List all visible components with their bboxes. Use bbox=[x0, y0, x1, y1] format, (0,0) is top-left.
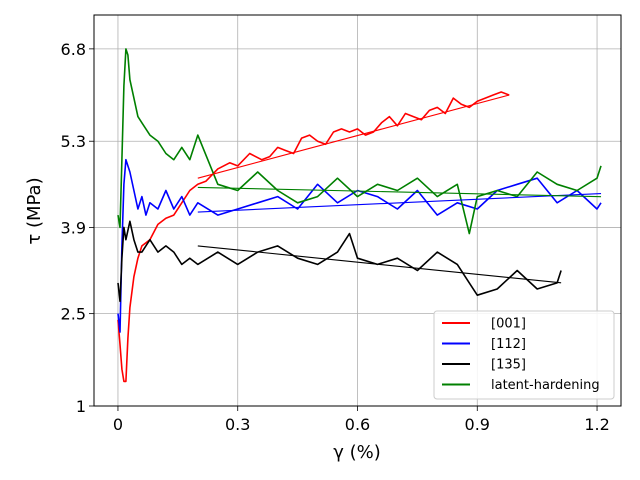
x-axis-label: γ (%) bbox=[333, 442, 381, 463]
series-line bbox=[117, 91, 510, 383]
trend-line bbox=[197, 193, 602, 213]
x-tick-label: 0.3 bbox=[225, 415, 250, 434]
y-tick-label: 1 bbox=[76, 397, 86, 416]
x-tick-label: 0 bbox=[113, 415, 123, 434]
trend-line bbox=[197, 245, 562, 284]
series-line bbox=[117, 220, 562, 303]
y-tick-label: 3.9 bbox=[61, 218, 86, 237]
series-group bbox=[117, 48, 602, 383]
y-tick-label: 2.5 bbox=[61, 305, 86, 324]
legend: [001] [112] [135] latent-hardening bbox=[433, 310, 615, 400]
ticks: 0 0.3 0.6 0.9 1.2 1 2.5 3.9 5.3 6.8 bbox=[61, 40, 610, 434]
legend-label: [001] bbox=[491, 317, 526, 332]
trend-line bbox=[197, 94, 510, 179]
legend-label: [135] bbox=[491, 358, 526, 373]
legend-label: latent-hardening bbox=[491, 378, 600, 393]
trend-line bbox=[197, 186, 602, 198]
series-line bbox=[117, 48, 602, 235]
x-tick-label: 1.2 bbox=[584, 415, 609, 434]
x-tick-label: 0.9 bbox=[465, 415, 490, 434]
series-line bbox=[117, 158, 602, 333]
legend-label: [112] bbox=[491, 337, 526, 352]
legend-box bbox=[433, 310, 615, 400]
x-tick-label: 0.6 bbox=[345, 415, 370, 434]
y-axis-label: τ (MPa) bbox=[24, 177, 45, 244]
y-tick-label: 5.3 bbox=[61, 132, 86, 151]
y-tick-label: 6.8 bbox=[61, 40, 86, 59]
